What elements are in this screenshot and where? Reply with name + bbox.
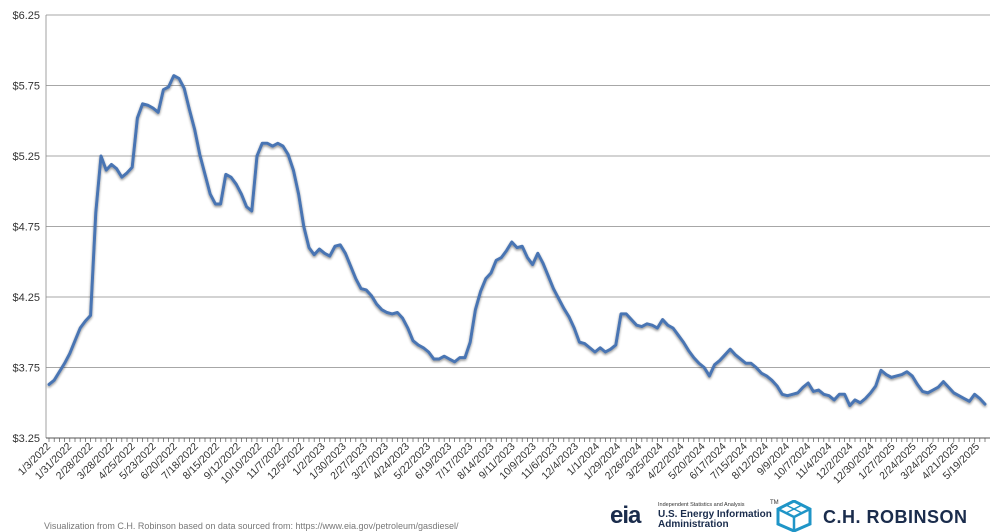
y-axis-tick-labels: $6.25 $5.75 $5.25 $4.75 $4.25 $3.75 $3.25 — [12, 10, 40, 445]
x-axis — [45, 15, 990, 442]
x-axis-tick-labels: 1/3/20221/31/20222/28/20223/28/20224/25/… — [16, 441, 982, 487]
y-tick-label: $4.75 — [12, 222, 40, 234]
source-credit: Visualization from C.H. Robinson based o… — [44, 521, 459, 531]
y-tick-label: $6.25 — [12, 10, 40, 22]
y-tick-label: $5.75 — [12, 81, 40, 93]
y-tick-label: $3.25 — [12, 433, 40, 445]
series-group — [47, 74, 987, 408]
y-tick-label: $3.75 — [12, 363, 40, 375]
eia-trademark: TM — [770, 500, 779, 506]
hexagon-cube-icon — [776, 500, 812, 532]
eia-logo: eia Independent Statistics and Analysis … — [610, 500, 795, 530]
ch-robinson-name: C.H. ROBINSON — [823, 507, 968, 527]
y-gridlines — [46, 14, 990, 439]
y-tick-label: $4.25 — [12, 292, 40, 304]
series-line — [47, 74, 987, 408]
y-tick-label: $5.25 — [12, 151, 40, 163]
eia-agency-name: U.S. Energy Information Administration — [658, 510, 772, 530]
eia-name-line1: U.S. Energy Information — [658, 509, 772, 520]
ch-robinson-logo: C.H. ROBINSON — [775, 500, 1000, 532]
eia-tagline: Independent Statistics and Analysis — [658, 502, 745, 508]
eia-logo-mark: eia — [610, 502, 641, 529]
eia-name-line2: Administration — [658, 519, 729, 530]
